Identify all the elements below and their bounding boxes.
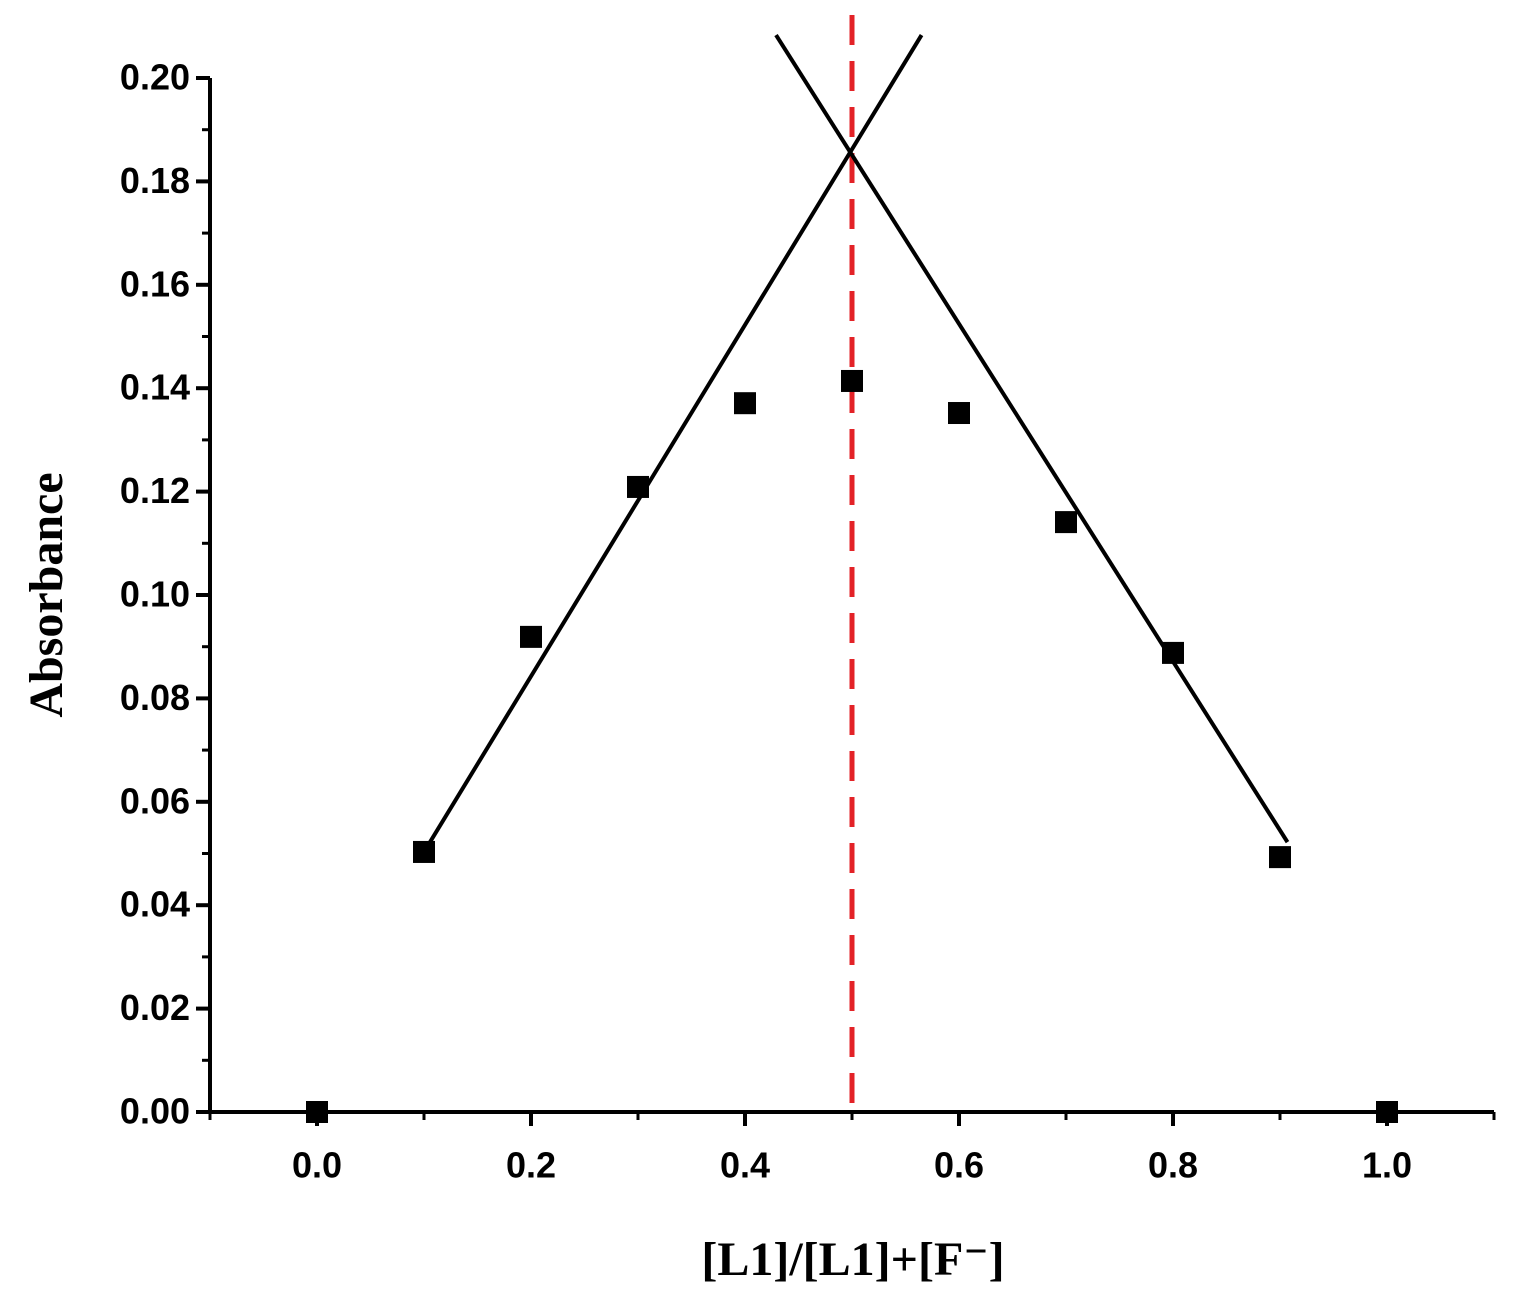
x-tick-label: 0.4	[720, 1145, 770, 1186]
y-tick-label: 0.12	[120, 470, 190, 511]
y-tick-label: 0.00	[120, 1091, 190, 1132]
data-point	[948, 402, 970, 425]
fit-line	[422, 34, 924, 853]
x-tick-label: 0.0	[292, 1145, 342, 1186]
x-axis-title: [L1]/[L1]+[F⁻]	[701, 1233, 1004, 1286]
x-tick-label: 0.6	[934, 1145, 984, 1186]
fit-line	[774, 34, 1290, 844]
y-tick-label: 0.10	[120, 574, 190, 615]
data-point	[1162, 641, 1184, 664]
data-point	[1376, 1101, 1398, 1123]
data-point	[1055, 511, 1077, 534]
data-point	[520, 625, 542, 648]
x-tick-label: 0.2	[506, 1145, 556, 1186]
y-tick-label: 0.06	[120, 780, 190, 821]
y-tick-label: 0.04	[120, 884, 190, 925]
y-axis-title: Absorbance	[20, 472, 73, 717]
data-point	[306, 1101, 328, 1123]
y-tick-label: 0.18	[120, 160, 190, 201]
x-tick-label: 0.8	[1148, 1145, 1198, 1186]
y-tick-label: 0.08	[120, 677, 190, 718]
y-tick-label: 0.20	[120, 57, 190, 98]
x-tick-label: 1.0	[1362, 1145, 1412, 1186]
data-point	[734, 392, 756, 415]
y-tick-label: 0.14	[120, 367, 190, 408]
data-point	[1269, 846, 1291, 869]
y-tick-label: 0.16	[120, 263, 190, 304]
data-point	[841, 369, 863, 392]
y-tick-label: 0.02	[120, 987, 190, 1028]
